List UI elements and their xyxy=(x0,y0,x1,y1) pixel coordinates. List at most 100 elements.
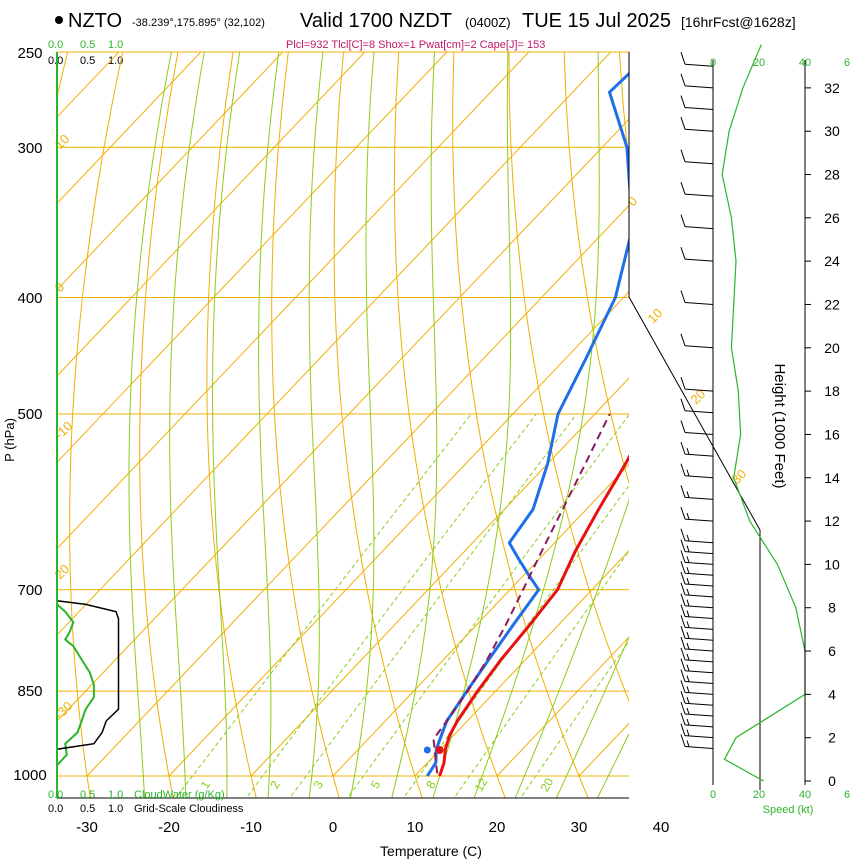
wind-barb-flag xyxy=(680,658,686,671)
wind-barb-flag xyxy=(680,539,686,552)
wind-speed-line xyxy=(721,44,806,782)
wind-barb-half xyxy=(686,610,690,617)
wind-barb-staff xyxy=(684,226,714,230)
dry-adiabat xyxy=(393,52,506,798)
wind-barb-half xyxy=(686,534,690,541)
p-tick-500: 500 xyxy=(17,406,42,423)
wind-barb-staff xyxy=(684,410,714,414)
station-dot xyxy=(55,16,63,24)
mixing-ratio-label: 12 xyxy=(472,775,491,794)
wind-barb-staff xyxy=(684,193,714,197)
wind-barb-staff xyxy=(684,453,714,457)
x-tick-label: 20 xyxy=(489,819,506,836)
wind-barb xyxy=(680,615,714,630)
height-axis-label: Height (1000 Feet) xyxy=(771,363,788,488)
moist-adiabat xyxy=(596,732,629,798)
isotherm-line xyxy=(57,118,629,722)
wind-barb xyxy=(680,485,714,500)
height-tick-label: 10 xyxy=(824,556,840,572)
wind-barb-flag xyxy=(680,734,686,747)
wind-barb xyxy=(680,290,714,305)
moist-adiabat xyxy=(169,52,205,798)
wind-barb xyxy=(680,636,714,652)
height-tick-label: 8 xyxy=(828,600,836,616)
cloudiness-line xyxy=(56,600,120,776)
height-tick-label: 22 xyxy=(824,296,840,312)
wind-barb-staff xyxy=(684,258,714,262)
wind-barb xyxy=(680,149,714,165)
dry-adiabat xyxy=(139,52,179,798)
wind-barb xyxy=(680,680,714,695)
wind-barb-staff xyxy=(684,583,714,587)
thermo-grid xyxy=(57,52,850,802)
surface-temp-marker xyxy=(435,746,444,754)
wind-barb-flag xyxy=(680,604,686,617)
wind-barb xyxy=(680,247,714,262)
wind-barb xyxy=(680,539,714,555)
isotherm-line xyxy=(57,52,202,205)
wind-barb-flag xyxy=(680,626,686,639)
wind-barb-flag xyxy=(680,247,686,260)
wind-barb-flag xyxy=(680,571,686,585)
wind-barb xyxy=(680,463,714,479)
top-cloudiness-tick-1: 0.5 xyxy=(80,55,95,67)
wind-barb-staff xyxy=(684,681,714,685)
wind-barb xyxy=(680,723,714,739)
wind-barb-staff xyxy=(684,85,714,89)
x-tick-label: 30 xyxy=(571,819,588,836)
mixing-ratio-line xyxy=(346,414,629,798)
isotherm-label: -30 xyxy=(52,698,76,722)
top-cloud-tick-2: 1.0 xyxy=(108,39,123,51)
wind-barb-flag xyxy=(680,691,686,704)
wind-barb-flag xyxy=(680,636,686,650)
cloudiness-label: Grid-Scale Cloudiness xyxy=(134,803,244,815)
isotherm-line xyxy=(86,204,629,777)
parcel-info: Plcl=932 Tlcl[C]=8 Shox=1 Pwat[cm]=2 Cap… xyxy=(286,39,545,51)
dry-adiabat xyxy=(785,52,850,802)
surface-dewpoint-marker xyxy=(423,746,431,754)
wind-barb-half xyxy=(686,577,690,585)
wind-barb-staff xyxy=(684,735,714,739)
bottom-cloud-tick-2: 1.0 xyxy=(108,789,123,801)
isotherm-line xyxy=(168,291,629,777)
isotherm-line xyxy=(57,52,284,291)
height-tick-label: 0 xyxy=(828,773,836,789)
wind-barb-flag xyxy=(680,701,686,715)
wind-barb-half xyxy=(686,707,690,715)
wind-barb xyxy=(680,117,714,132)
wind-barb-half xyxy=(686,664,690,671)
wind-barb-staff xyxy=(684,637,714,641)
wind-barb xyxy=(680,376,714,392)
height-tick-label: 28 xyxy=(824,167,840,183)
wind-barb xyxy=(680,182,714,197)
wind-barb xyxy=(680,593,714,609)
speed-top-tick-40: 40 xyxy=(799,57,811,69)
moist-adiabat xyxy=(128,52,172,798)
wind-barb-flag xyxy=(680,561,686,574)
mixing-ratio-line xyxy=(175,413,472,798)
wind-barb xyxy=(680,734,714,750)
wind-barb-flag xyxy=(680,182,686,195)
dry-adiabat xyxy=(69,52,124,798)
p-tick-1000: 1000 xyxy=(13,767,46,784)
x-tick-label: 40 xyxy=(653,819,670,836)
moist-adiabat xyxy=(391,52,438,798)
wind-barb-flag xyxy=(680,52,686,65)
station-name: NZTO xyxy=(68,10,122,32)
height-tick-label: 2 xyxy=(828,730,836,746)
moist-adiabat xyxy=(637,52,850,802)
cloud-profiles xyxy=(56,600,120,776)
mixing-ratio-line xyxy=(453,550,629,798)
wind-barb xyxy=(680,441,714,457)
isotherm-line xyxy=(332,463,629,777)
wind-barb xyxy=(680,420,714,435)
wind-barb-half xyxy=(686,642,690,650)
wind-barb xyxy=(680,647,714,663)
moist-adiabat xyxy=(308,52,324,798)
wind-barb-flag xyxy=(680,582,686,596)
wind-barb-staff xyxy=(684,616,714,620)
wind-barb-flag xyxy=(680,550,686,563)
wind-barb-staff xyxy=(684,518,714,522)
wind-barb xyxy=(680,604,714,620)
